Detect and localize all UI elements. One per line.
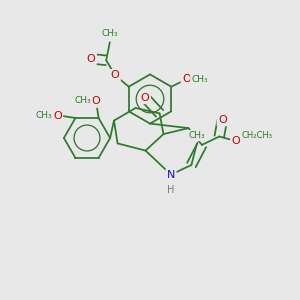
Text: O: O — [92, 97, 100, 106]
Text: O: O — [218, 115, 227, 125]
Text: O: O — [182, 74, 191, 84]
Text: O: O — [111, 70, 120, 80]
Text: CH₃: CH₃ — [101, 29, 118, 38]
Text: O: O — [141, 93, 150, 103]
Text: O: O — [87, 54, 96, 64]
Text: O: O — [231, 136, 240, 146]
Text: CH₃: CH₃ — [188, 131, 205, 140]
Text: CH₂CH₃: CH₂CH₃ — [241, 130, 272, 140]
Text: O: O — [53, 111, 62, 121]
Text: CH₃: CH₃ — [75, 96, 91, 105]
Text: CH₃: CH₃ — [191, 75, 208, 84]
Text: N: N — [167, 169, 175, 180]
Text: H: H — [167, 184, 175, 195]
Text: CH₃: CH₃ — [36, 111, 52, 120]
